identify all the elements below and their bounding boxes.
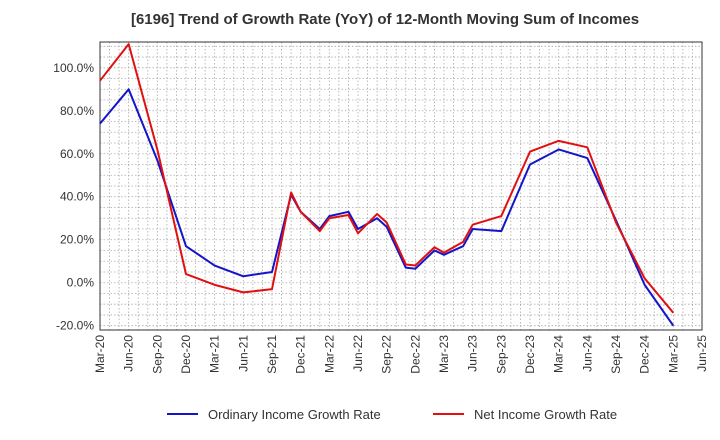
- x-tick-label: Mar-25: [666, 335, 680, 373]
- series-line-net-income: [99, 43, 675, 314]
- x-tick-label: Sep-22: [380, 335, 394, 374]
- x-tick-label: Sep-20: [150, 335, 164, 374]
- x-tick-label: Jun-22: [351, 335, 365, 372]
- plot-border: [99, 41, 703, 331]
- x-tick-label: Dec-21: [294, 335, 308, 374]
- x-tick-label: Dec-24: [638, 335, 652, 374]
- x-tick-label: Sep-21: [265, 335, 279, 374]
- y-tick-label: 60.0%: [60, 147, 94, 161]
- grid-layer: [99, 42, 703, 330]
- y-tick-label: 0.0%: [67, 276, 95, 290]
- x-tick-label: Dec-23: [523, 335, 537, 374]
- x-tick-label: Dec-20: [179, 335, 193, 374]
- legend-label-ordinary-income: Ordinary Income Growth Rate: [208, 407, 381, 422]
- x-tick-label: Dec-22: [408, 335, 422, 374]
- series-layer: [99, 43, 675, 327]
- x-tick-label: Jun-21: [236, 335, 250, 372]
- axis-layer: -20.0% 0.0% 20.0% 40.0% 60.0% 80.0% 100.0% Mar-…: [53, 41, 709, 374]
- y-tick-label: 20.0%: [60, 233, 94, 247]
- y-tick-label: 80.0%: [60, 104, 94, 118]
- x-tick-label: Mar-20: [93, 335, 107, 373]
- x-tick-label: Mar-23: [437, 335, 451, 373]
- x-tick-label: Jun-24: [580, 335, 594, 372]
- x-tick-label: Mar-22: [322, 335, 336, 373]
- y-tick-label: -20.0%: [56, 319, 94, 333]
- y-tick-label: 40.0%: [60, 190, 94, 204]
- x-tick-label: Mar-24: [552, 335, 566, 373]
- x-tick-label: Sep-24: [609, 335, 623, 374]
- y-tick-label: 100.0%: [53, 61, 94, 75]
- series-line-ordinary-income: [99, 88, 675, 327]
- x-tick-label: Jun-20: [122, 335, 136, 372]
- x-tick-label: Jun-23: [466, 335, 480, 372]
- chart-title: [6196] Trend of Growth Rate (YoY) of 12-…: [131, 11, 639, 28]
- legend-label-net-income: Net Income Growth Rate: [474, 407, 617, 422]
- x-tick-label: Jun-25: [695, 335, 709, 372]
- x-tick-label: Sep-23: [494, 335, 508, 374]
- legend: Ordinary Income Growth Rate Net Income G…: [167, 407, 617, 422]
- x-tick-label: Mar-21: [208, 335, 222, 373]
